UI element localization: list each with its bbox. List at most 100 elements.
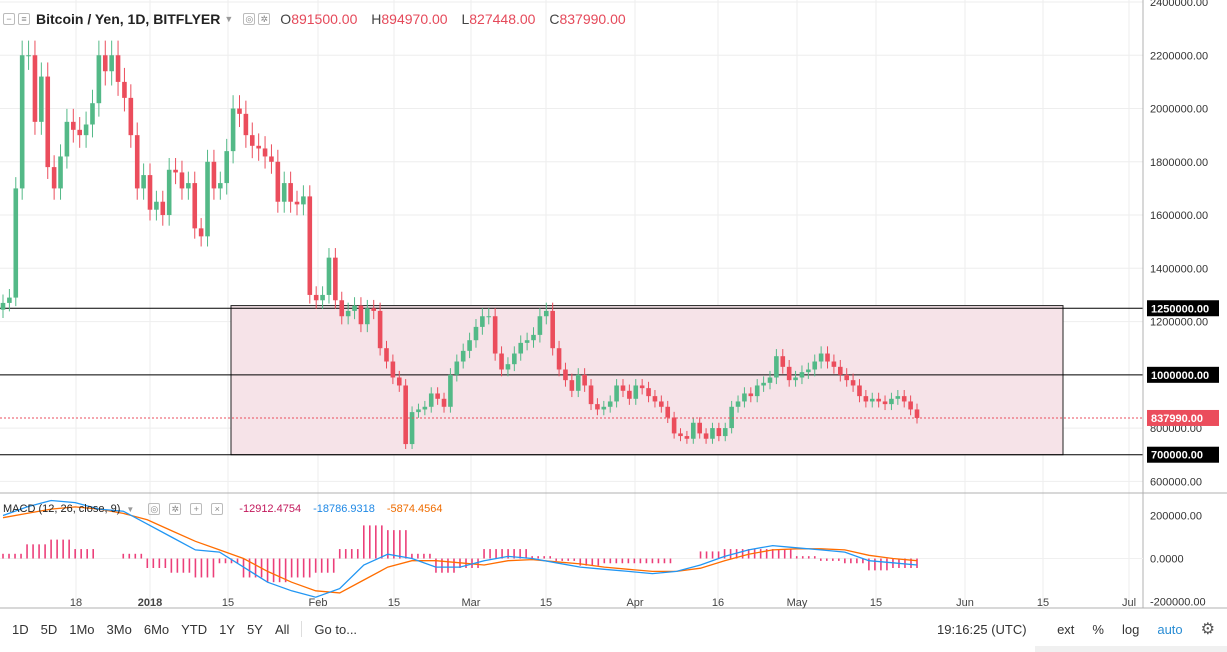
candle-body xyxy=(179,172,185,189)
candle-body xyxy=(569,380,575,391)
candle-body xyxy=(901,396,907,402)
candle-body xyxy=(716,428,722,437)
ext-toggle[interactable]: ext xyxy=(1057,621,1075,637)
candle-body xyxy=(256,145,261,149)
candle-body xyxy=(19,55,25,189)
candle-body xyxy=(377,310,383,349)
log-toggle[interactable]: log xyxy=(1121,621,1140,637)
consolidation-zone xyxy=(230,305,1064,456)
candle-body xyxy=(614,385,619,402)
add-icon[interactable]: + xyxy=(190,503,203,515)
range-5d[interactable]: 5D xyxy=(40,621,58,637)
candle-body xyxy=(211,161,217,189)
candle-body xyxy=(710,428,715,439)
candle-body xyxy=(160,201,166,216)
candle-body xyxy=(154,201,159,210)
range-ytd[interactable]: YTD xyxy=(181,621,208,637)
candle-body xyxy=(313,294,319,301)
candle-body xyxy=(914,409,920,418)
candle-body xyxy=(409,412,415,445)
range-all[interactable]: All xyxy=(274,621,290,637)
candle-body xyxy=(793,377,798,381)
candle-body xyxy=(0,302,6,310)
candle-body xyxy=(147,175,153,210)
macd-hist-value: -12912.4754 xyxy=(239,503,302,515)
scrollbar[interactable] xyxy=(1035,646,1227,652)
candle-body xyxy=(441,398,447,407)
goto-button[interactable]: Go to... xyxy=(314,621,358,637)
y-tick-label: 800000.00 xyxy=(1150,423,1202,435)
candle-body xyxy=(326,257,332,295)
candle-body xyxy=(294,201,300,205)
candle-body xyxy=(703,433,709,439)
candle-body xyxy=(77,129,83,136)
x-tick-label: 18 xyxy=(70,597,82,609)
range-6mo[interactable]: 6Mo xyxy=(143,621,170,637)
candle-body xyxy=(262,148,268,157)
range-3mo[interactable]: 3Mo xyxy=(106,621,132,637)
candle-body xyxy=(671,417,677,434)
candle-body xyxy=(543,310,549,317)
candle-body xyxy=(333,257,338,301)
x-tick-label: Jul xyxy=(1122,597,1136,609)
range-1mo[interactable]: 1Mo xyxy=(69,621,95,637)
candle-body xyxy=(831,361,837,367)
candle-body xyxy=(173,169,178,173)
close-icon[interactable]: × xyxy=(211,503,224,515)
settings-icon[interactable]: ✲ xyxy=(169,503,182,515)
chevron-down-icon[interactable]: ▼ xyxy=(224,14,234,24)
candle-body xyxy=(384,348,389,362)
auto-toggle[interactable]: auto xyxy=(1157,621,1183,637)
macd-signal-value: -5874.4564 xyxy=(386,503,443,515)
candle-body xyxy=(166,169,172,216)
candle-body xyxy=(83,124,89,136)
candle-body xyxy=(505,364,511,370)
clock[interactable]: 19:16:25 (UTC) xyxy=(937,621,1027,637)
candle-body xyxy=(365,308,370,325)
scale-tools: ext % log auto ⚙ xyxy=(1039,616,1215,642)
candle-body xyxy=(722,428,728,437)
compare-icon[interactable]: ≡ xyxy=(18,13,30,25)
candle-body xyxy=(198,228,204,237)
candle-body xyxy=(45,76,51,168)
range-1d[interactable]: 1D xyxy=(12,621,29,637)
collapse-icon[interactable]: − xyxy=(3,13,15,25)
candle-body xyxy=(96,55,102,104)
macd-line-value: -18786.9318 xyxy=(313,503,375,515)
eye-icon[interactable]: ◎ xyxy=(148,503,161,515)
candle-body xyxy=(620,385,626,391)
eye-icon[interactable]: ◎ xyxy=(243,13,256,25)
price-label-box xyxy=(1147,446,1219,463)
candle-body xyxy=(518,342,524,354)
candle-body xyxy=(812,361,818,370)
chevron-down-icon[interactable]: ▼ xyxy=(126,504,135,514)
candle-body xyxy=(186,183,191,189)
macd-title[interactable]: MACD (12, 26, close, 9) xyxy=(3,503,121,515)
candle-body xyxy=(857,385,862,397)
range-1y[interactable]: 1Y xyxy=(219,621,236,637)
candle-body xyxy=(448,374,453,407)
candle-body xyxy=(742,393,747,402)
settings-icon[interactable]: ✲ xyxy=(258,13,271,25)
signal-line xyxy=(2,506,918,594)
divider xyxy=(301,621,303,637)
gear-icon[interactable]: ⚙ xyxy=(1200,621,1215,638)
candle-body xyxy=(646,388,651,397)
candle-body xyxy=(480,316,485,327)
candle-body xyxy=(754,385,760,397)
candle-body xyxy=(895,396,901,399)
x-tick-label: Apr xyxy=(626,597,643,609)
open-label: O xyxy=(280,11,292,27)
candle-body xyxy=(774,356,779,378)
candle-body xyxy=(454,361,460,375)
candle-body xyxy=(869,398,875,402)
candle-body xyxy=(473,326,479,341)
range-5y[interactable]: 5Y xyxy=(247,621,263,637)
candle-body xyxy=(767,377,773,383)
candle-body xyxy=(422,406,428,410)
x-tick-label: May xyxy=(787,597,808,609)
symbol-title[interactable]: Bitcoin / Yen, 1D, BITFLYER xyxy=(36,11,221,27)
percent-toggle[interactable]: % xyxy=(1092,621,1104,637)
macd-header: MACD (12, 26, close, 9) ▼ ◎ ✲ + × -12912… xyxy=(3,503,449,515)
